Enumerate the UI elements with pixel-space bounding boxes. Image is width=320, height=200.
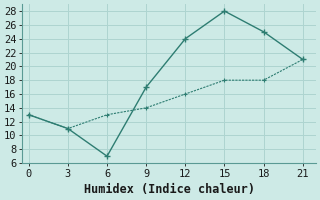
X-axis label: Humidex (Indice chaleur): Humidex (Indice chaleur) <box>84 183 254 196</box>
